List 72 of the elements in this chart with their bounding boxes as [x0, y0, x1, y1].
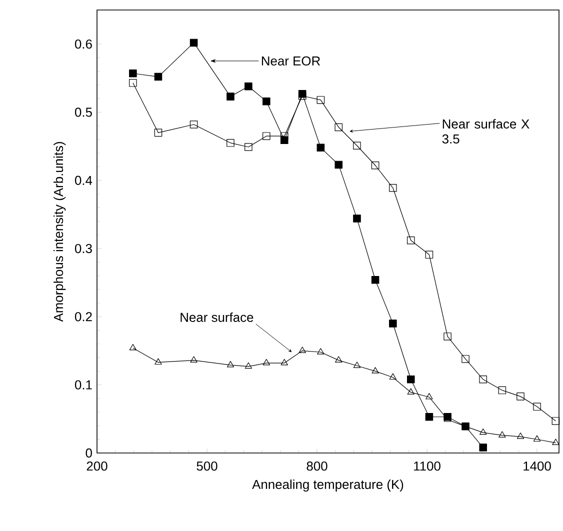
point	[406, 376, 415, 384]
point	[154, 358, 162, 365]
point	[262, 97, 270, 106]
point	[353, 362, 361, 368]
point	[425, 250, 434, 259]
y-tick-label: 0.4	[74, 176, 92, 185]
point	[552, 417, 560, 425]
point	[372, 367, 379, 374]
point	[533, 402, 541, 411]
point	[334, 160, 343, 169]
annotation: Near surface X 3.5	[442, 119, 530, 144]
point	[190, 120, 198, 128]
point	[129, 79, 137, 87]
y-tick-label: 0.1	[74, 380, 92, 390]
x-axis-title: Annealing temperature (K)	[252, 479, 404, 492]
y-tick-label: 0.3	[74, 244, 92, 254]
point	[226, 139, 234, 147]
point	[462, 355, 470, 363]
point	[516, 392, 524, 400]
point	[298, 346, 306, 353]
annotation: Near surface	[180, 312, 254, 322]
point	[316, 96, 325, 104]
point	[389, 184, 397, 192]
point	[406, 236, 415, 244]
annotation: Near EOR	[262, 56, 320, 66]
point	[480, 428, 487, 435]
point	[280, 132, 288, 140]
point	[389, 373, 396, 380]
point	[280, 358, 288, 366]
x-tick-label: 500	[196, 461, 218, 471]
point	[316, 144, 325, 152]
y-tick-label: 0.6	[74, 39, 92, 49]
point	[262, 132, 270, 140]
point	[335, 356, 342, 363]
point	[226, 92, 234, 100]
x-tick-label: 1100	[414, 461, 440, 471]
point	[154, 128, 162, 137]
point	[190, 356, 198, 363]
point	[444, 332, 452, 340]
y-axis-title: Amorphous intensity (Arb.units)	[54, 142, 66, 322]
point	[371, 162, 380, 170]
point	[479, 376, 487, 384]
point	[154, 72, 162, 81]
y-tick-label: 0.2	[74, 312, 92, 322]
point	[552, 438, 560, 445]
x-tick-label: 800	[306, 461, 328, 471]
point	[533, 435, 541, 442]
x-tick-label: 1400	[524, 461, 551, 471]
point	[479, 444, 487, 452]
point	[353, 142, 361, 150]
point	[353, 214, 361, 222]
point	[407, 388, 414, 395]
point	[129, 69, 137, 78]
point	[426, 393, 433, 400]
point	[498, 431, 506, 438]
point	[389, 320, 397, 328]
point	[190, 38, 198, 47]
point	[129, 344, 137, 350]
y-tick-label: 0	[86, 448, 92, 458]
point	[425, 412, 434, 421]
point	[516, 432, 524, 439]
point	[244, 362, 252, 369]
point	[334, 123, 343, 132]
x-tick-label: 200	[86, 461, 108, 471]
point	[226, 360, 234, 368]
y-tick-label: 0.5	[74, 108, 92, 117]
point	[317, 348, 324, 354]
point	[244, 143, 252, 151]
point	[244, 82, 252, 90]
point	[498, 386, 506, 394]
point	[262, 358, 270, 366]
point	[371, 276, 380, 284]
